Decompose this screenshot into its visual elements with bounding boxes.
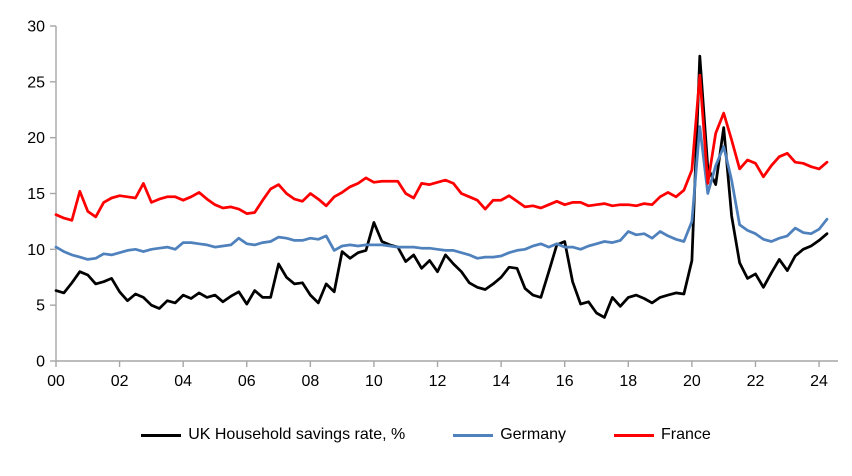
x-tick-label-08: 08 bbox=[301, 373, 319, 390]
chart-legend: UK Household savings rate, % Germany Fra… bbox=[0, 426, 852, 444]
x-tick-label-00: 00 bbox=[47, 373, 65, 390]
series-line-uk-household-savings-rate bbox=[54, 54, 829, 319]
y-tick-label-25: 25 bbox=[27, 74, 45, 91]
x-tick-label-22: 22 bbox=[747, 373, 765, 390]
y-tick-label-30: 30 bbox=[27, 19, 45, 36]
y-tick-label-20: 20 bbox=[27, 130, 45, 147]
x-tick-label-20: 20 bbox=[683, 373, 701, 390]
x-tick-label-06: 06 bbox=[238, 373, 256, 390]
y-tick-label-0: 0 bbox=[36, 354, 45, 371]
series-line-germany bbox=[54, 125, 829, 261]
x-tick-label-12: 12 bbox=[429, 373, 447, 390]
uk-legend-label: UK Household savings rate, % bbox=[188, 426, 406, 443]
france-line-swatch bbox=[614, 433, 654, 437]
france-legend-label: France bbox=[661, 426, 711, 443]
series-lines bbox=[54, 54, 829, 319]
x-tick-label-04: 04 bbox=[174, 373, 192, 390]
x-tick-label-16: 16 bbox=[556, 373, 574, 390]
x-tick-label-24: 24 bbox=[810, 373, 828, 390]
germany-legend-label: Germany bbox=[500, 426, 566, 443]
germany-line-swatch bbox=[453, 433, 494, 437]
y-axis: 0 5 10 15 20 25 30 bbox=[27, 19, 57, 371]
x-tick-label-02: 02 bbox=[111, 373, 129, 390]
x-tick-label-10: 10 bbox=[365, 373, 383, 390]
legend-item-uk: UK Household savings rate, % bbox=[141, 426, 405, 444]
x-tick-label-14: 14 bbox=[492, 373, 510, 390]
y-tick-label-5: 5 bbox=[36, 298, 45, 315]
uk-line-swatch bbox=[141, 433, 182, 437]
x-axis: 00 02 04 06 08 10 12 14 16 18 20 22 24 bbox=[47, 360, 838, 390]
y-tick-label-10: 10 bbox=[27, 242, 45, 259]
series-line-france bbox=[54, 73, 829, 222]
legend-item-germany: Germany bbox=[453, 426, 566, 444]
legend-item-france: France bbox=[614, 426, 711, 444]
x-tick-label-18: 18 bbox=[619, 373, 637, 390]
y-tick-label-15: 15 bbox=[27, 186, 45, 203]
